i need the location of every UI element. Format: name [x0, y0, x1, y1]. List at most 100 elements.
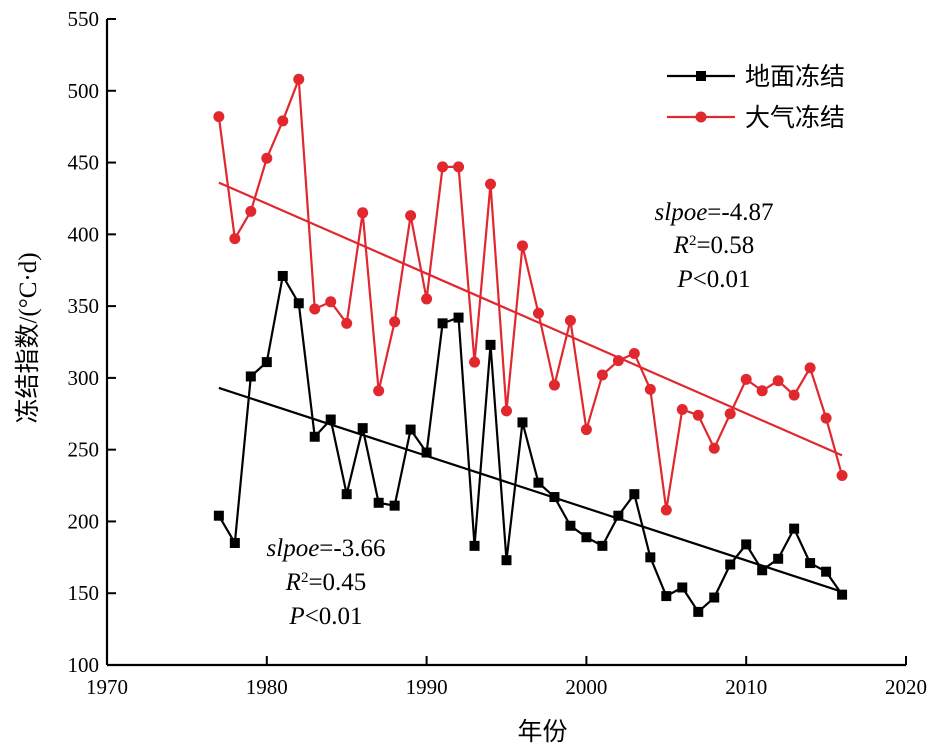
- annotations: slpoe=-4.87R2=0.58P<0.01slpoe=-3.66R2=0.…: [267, 199, 774, 630]
- data-point: [597, 540, 608, 551]
- data-point: [405, 424, 416, 435]
- data-point: [709, 592, 720, 603]
- data-point: [437, 161, 449, 173]
- data-point: [469, 540, 480, 551]
- data-point: [804, 362, 816, 374]
- data-point: [645, 552, 656, 563]
- data-point: [660, 504, 672, 516]
- data-point: [549, 492, 560, 503]
- data-point: [789, 523, 800, 534]
- data-point: [213, 510, 224, 521]
- data-point: [756, 385, 768, 397]
- y-tick-label: 250: [68, 438, 100, 462]
- data-point: [453, 312, 464, 323]
- r2-value: =0.58: [696, 232, 754, 259]
- x-tick-label: 2020: [885, 675, 927, 699]
- data-point: [213, 111, 225, 123]
- p-text: P<0.01: [676, 266, 750, 293]
- p-label: P: [288, 603, 304, 630]
- r2-text: R2=0.58: [673, 232, 755, 259]
- r2-superscript: 2: [301, 570, 309, 586]
- data-point: [245, 371, 256, 382]
- legend-label: 地面冻结: [745, 63, 845, 91]
- data-point: [533, 477, 544, 488]
- slope-value: =-4.87: [707, 199, 773, 226]
- data-point: [245, 205, 257, 217]
- data-point: [629, 489, 640, 500]
- data-point: [740, 373, 752, 385]
- data-point: [580, 424, 592, 436]
- data-point: [837, 589, 848, 600]
- data-point: [421, 447, 432, 458]
- y-tick-label: 500: [68, 79, 100, 103]
- legend-marker: [695, 111, 707, 123]
- r2-label: R: [285, 569, 301, 596]
- slope-value: =-3.66: [319, 535, 385, 562]
- slope-name: slpoe: [267, 535, 320, 562]
- legend-item: 大气冻结: [667, 104, 845, 132]
- data-point: [532, 307, 544, 319]
- data-point: [389, 500, 400, 511]
- data-point: [820, 412, 832, 424]
- y-tick-label: 300: [68, 366, 100, 390]
- data-point: [757, 565, 768, 576]
- series-line: [217, 272, 843, 614]
- x-tick-label: 2010: [725, 675, 767, 699]
- data-point: [325, 414, 336, 425]
- y-tick-label: 100: [68, 653, 100, 677]
- data-point: [469, 356, 481, 368]
- series-ground-freezing: [213, 270, 848, 617]
- series-line: [217, 78, 844, 511]
- x-axis-title: 年份: [517, 718, 567, 746]
- slope-text: slpoe=-3.66: [267, 535, 386, 562]
- data-point: [485, 178, 497, 190]
- trend-line: [218, 386, 843, 593]
- p-value: <0.01: [305, 603, 363, 630]
- legend-item: 地面冻结: [667, 63, 845, 91]
- y-axis-title: 冻结指数/(°C·d): [14, 252, 42, 423]
- p-value: <0.01: [693, 266, 751, 293]
- data-point: [229, 233, 241, 245]
- x-tick-label: 1990: [406, 675, 448, 699]
- r2-text: R2=0.45: [285, 569, 367, 596]
- x-tick-label: 1970: [86, 675, 128, 699]
- data-point: [661, 591, 672, 602]
- data-point: [741, 539, 752, 550]
- data-point: [612, 355, 624, 367]
- data-point: [341, 489, 352, 500]
- r2-superscript: 2: [689, 233, 697, 249]
- x-tick-label: 1980: [246, 675, 288, 699]
- r2-value: =0.45: [308, 569, 366, 596]
- data-point: [437, 318, 448, 329]
- data-point: [517, 417, 528, 428]
- data-point: [564, 314, 576, 326]
- data-point: [596, 369, 608, 381]
- data-point: [677, 582, 688, 593]
- p-label: P: [676, 266, 692, 293]
- data-point: [676, 403, 688, 415]
- data-point: [341, 317, 353, 329]
- data-point: [293, 298, 304, 309]
- r2-label: R: [673, 232, 689, 259]
- data-point: [501, 405, 512, 417]
- data-point: [485, 339, 496, 350]
- data-point: [389, 316, 401, 328]
- data-point: [821, 566, 832, 577]
- data-point: [309, 431, 320, 442]
- data-point: [725, 559, 736, 570]
- y-tick-label: 200: [68, 509, 100, 533]
- axes: 100 150 200 250 300 350 400 450 500 550 1970 1980 19…: [14, 7, 927, 746]
- data-point: [357, 423, 368, 434]
- y-tick-label: 350: [68, 294, 100, 318]
- series-air-freezing: [213, 73, 848, 516]
- data-point: [788, 389, 800, 401]
- y-tick-label: 400: [68, 222, 100, 246]
- data-point: [644, 383, 656, 395]
- data-point: [708, 442, 720, 454]
- data-point: [628, 347, 640, 359]
- data-point: [692, 409, 704, 421]
